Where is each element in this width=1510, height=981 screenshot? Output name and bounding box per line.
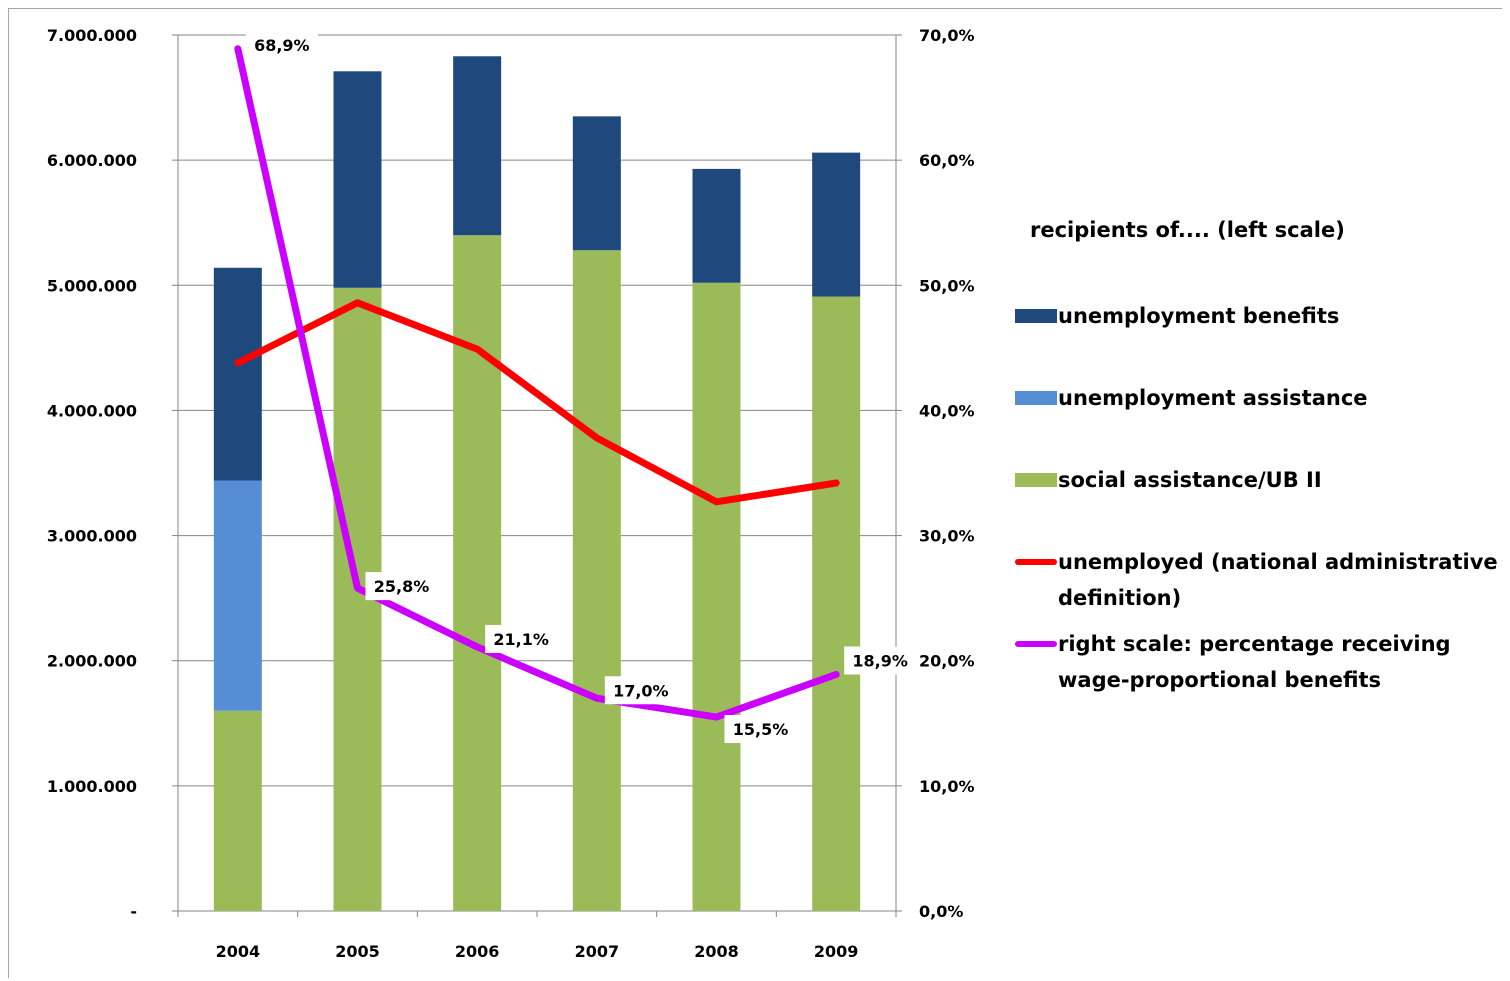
right-tick-label: 70,0% <box>919 26 975 45</box>
data-label-bg <box>724 715 797 744</box>
data-label-bg <box>245 30 318 59</box>
x-tick-label: 2009 <box>814 942 859 961</box>
bar-social-assistance-ub-ii-2009 <box>812 296 861 911</box>
right-tick-label: 30,0% <box>919 527 975 546</box>
chart-frame <box>8 8 1502 978</box>
unemployed-line <box>234 299 840 506</box>
right-tick-label: 20,0% <box>919 652 975 671</box>
data-label: 15,5% <box>733 720 789 739</box>
legend-label: unemployment benefits <box>1058 304 1340 328</box>
right-tick-label: 60,0% <box>919 151 975 170</box>
legend-swatch <box>1015 309 1057 323</box>
left-tick-label: 2.000.000 <box>47 652 137 671</box>
bar-unemployment-benefits-2006 <box>453 56 502 236</box>
combo-chart: - 0,0% 1.000.000 10,0% 2.000.000 20,0% 3.000.0… <box>47 26 975 961</box>
bar-social-assistance-ub-ii-2004 <box>213 710 262 911</box>
bar-social-assistance-ub-ii-2007 <box>572 250 621 911</box>
x-tick-label: 2005 <box>335 942 380 961</box>
percentage-line <box>234 45 840 721</box>
left-tick-label: 7.000.000 <box>47 26 137 45</box>
legend-title: recipients of.... (left scale) <box>1030 218 1345 242</box>
left-tick-label: 6.000.000 <box>47 151 137 170</box>
legend-label: social assistance/UB II <box>1058 468 1322 492</box>
left-tick-label: 3.000.000 <box>47 527 137 546</box>
x-tick-label: 2006 <box>455 942 500 961</box>
legend-swatch <box>1015 391 1057 405</box>
bar-unemployment-benefits-2005 <box>333 71 382 288</box>
legend-swatch <box>1015 641 1057 647</box>
legend-label: right scale: percentage receiving wage-p… <box>1058 632 1451 692</box>
left-tick-label: 4.000.000 <box>47 401 137 420</box>
data-label-bg <box>604 676 677 705</box>
left-tick-label: - <box>130 902 137 921</box>
bar-social-assistance-ub-ii-2006 <box>453 235 502 911</box>
data-label-bg <box>844 646 917 675</box>
legend-label: unemployment assistance <box>1058 386 1368 410</box>
bar-unemployment-benefits-2009 <box>812 152 861 297</box>
right-tick-label: 10,0% <box>919 777 975 796</box>
left-tick-label: 1.000.000 <box>47 777 137 796</box>
data-label: 21,1% <box>493 630 549 649</box>
bar-unemployment-benefits-2007 <box>572 116 621 251</box>
data-label: 68,9% <box>254 36 310 55</box>
bar-unemployment-assistance-2004 <box>213 480 262 711</box>
data-label: 25,8% <box>374 577 430 596</box>
data-label-bg <box>365 572 438 601</box>
x-tick-label: 2004 <box>216 942 261 961</box>
data-label: 18,9% <box>852 651 908 670</box>
bar-unemployment-benefits-2004 <box>213 267 262 481</box>
legend-label: unemployed (national administrative defi… <box>1058 550 1498 610</box>
right-tick-label: 50,0% <box>919 276 975 295</box>
right-tick-label: 40,0% <box>919 401 975 420</box>
left-tick-label: 5.000.000 <box>47 276 137 295</box>
bar-unemployment-benefits-2008 <box>692 168 741 283</box>
data-label-bg <box>485 624 558 653</box>
x-tick-label: 2008 <box>694 942 739 961</box>
legend-swatch <box>1015 559 1057 565</box>
data-label: 17,0% <box>613 681 669 700</box>
legend-swatch <box>1015 473 1057 487</box>
right-tick-label: 0,0% <box>919 902 963 921</box>
bar-social-assistance-ub-ii-2008 <box>692 282 741 912</box>
x-tick-label: 2007 <box>575 942 620 961</box>
